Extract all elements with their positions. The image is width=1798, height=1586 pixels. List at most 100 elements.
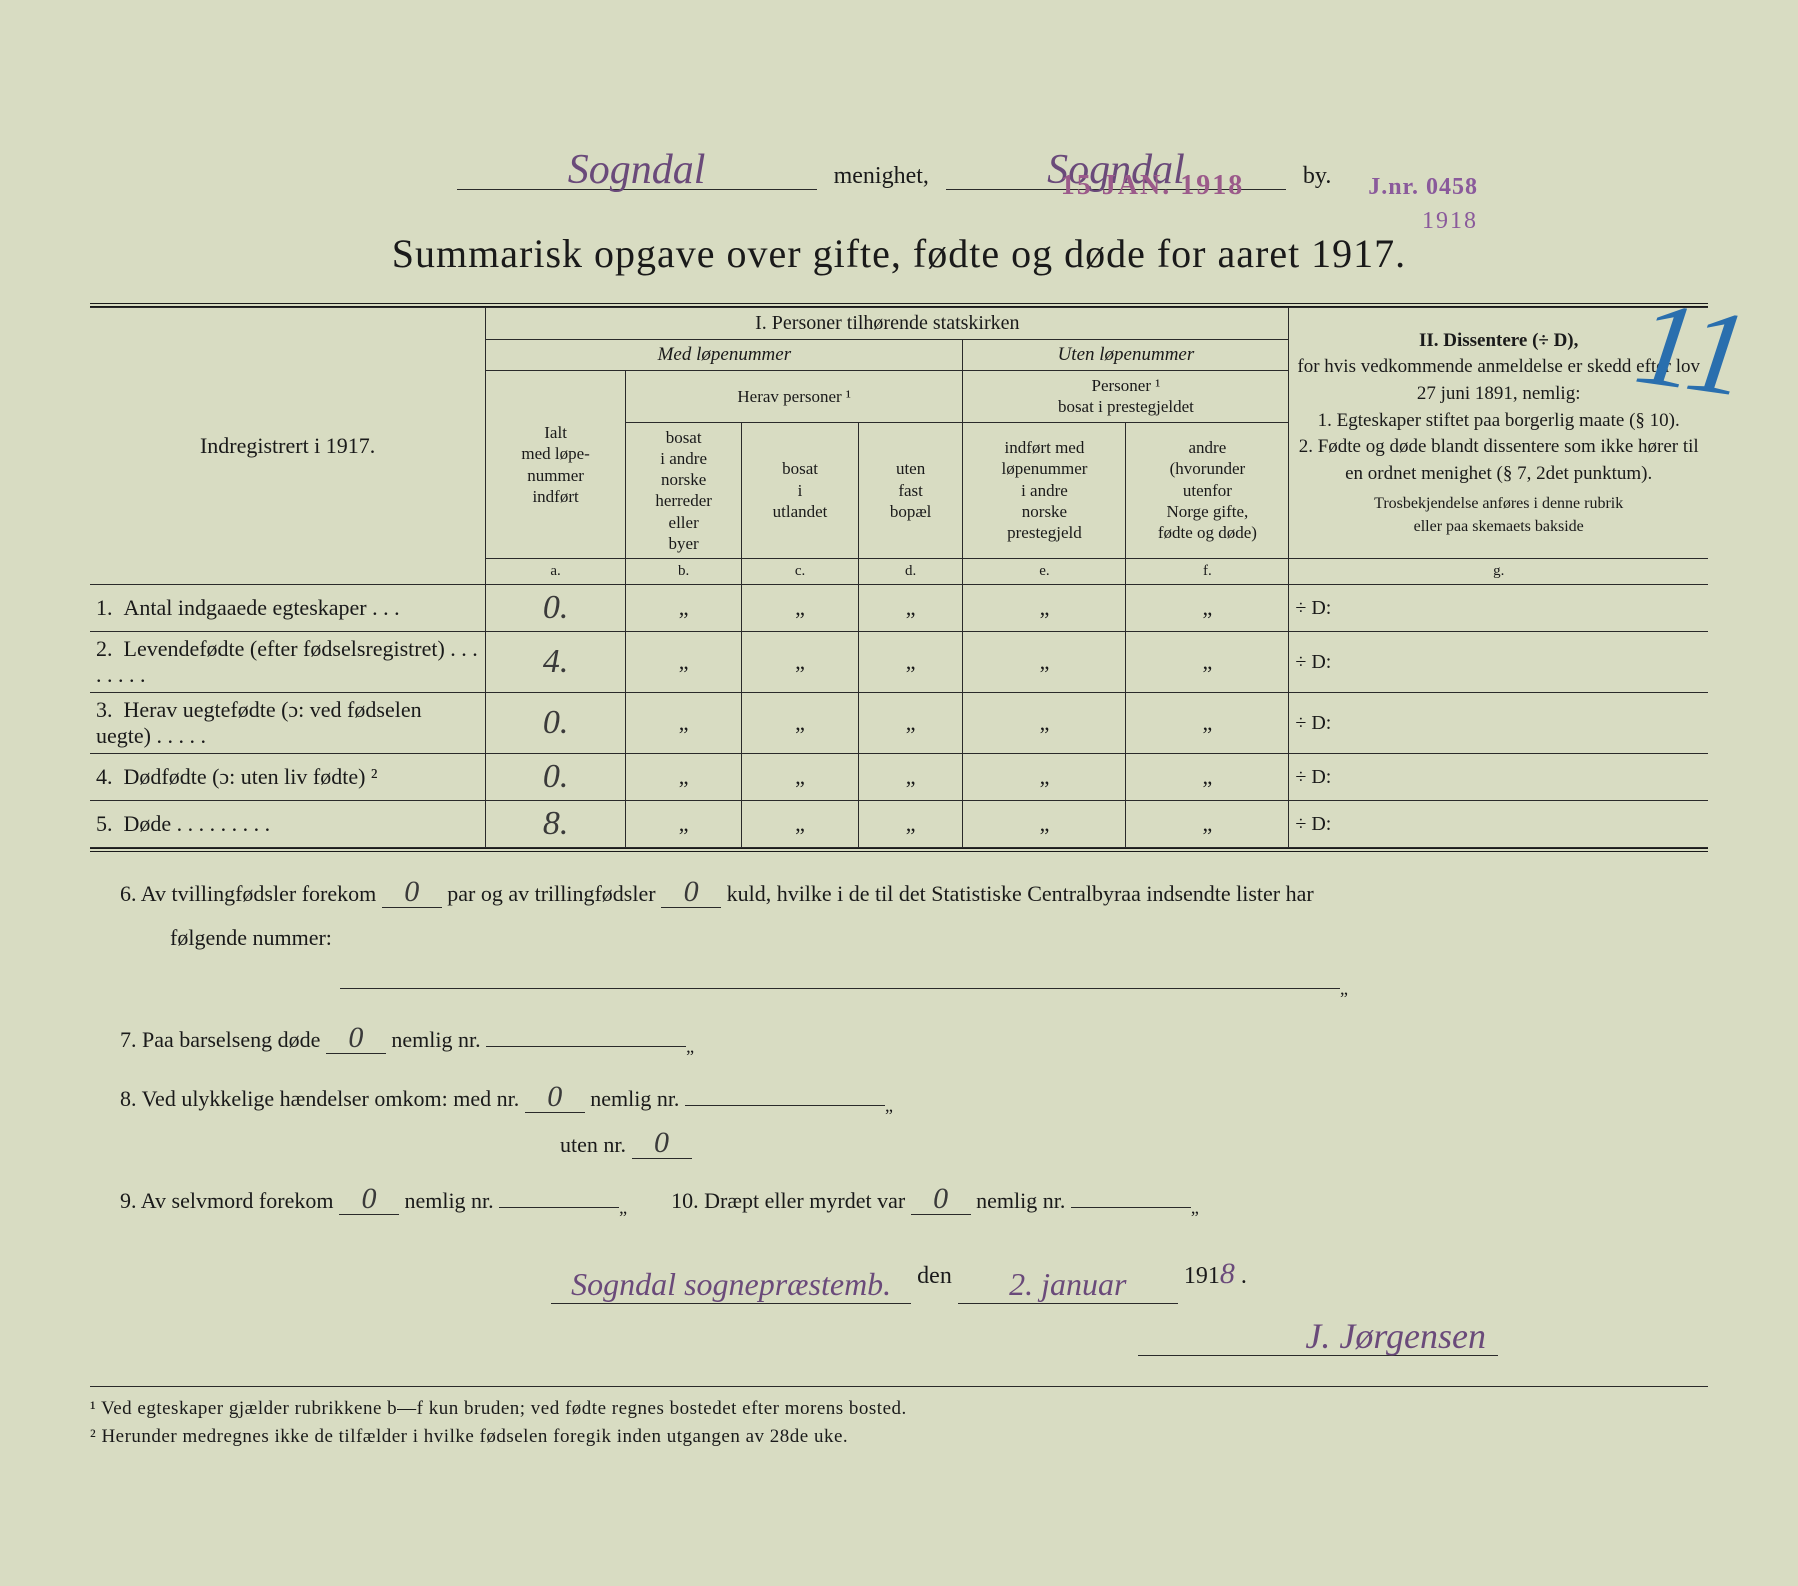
q10-field: 0 xyxy=(911,1184,971,1215)
row5-a: 8. xyxy=(486,801,626,848)
herav-head: Herav personer ¹ xyxy=(625,371,963,423)
row3-b: „ xyxy=(625,693,741,754)
row2-a: 4. xyxy=(486,632,626,693)
stamp-date: 15 JAN. 1918 xyxy=(1061,170,1244,201)
uten-label: Uten løpenummer xyxy=(1058,344,1195,365)
row1-a: 0. xyxy=(486,585,626,632)
uten-lopenummer: Uten løpenummer xyxy=(963,340,1289,371)
row2-d: „ xyxy=(858,632,963,693)
q6-d: følgende nummer: xyxy=(120,916,1678,960)
letter-d: d. xyxy=(858,559,963,585)
signature-name: J. Jørgensen xyxy=(1305,1316,1486,1356)
q10-a: 10. Dræpt eller myrdet var xyxy=(671,1188,905,1213)
menighet-label: menighet, xyxy=(824,163,939,189)
row1-label: 1. Antal indgaaede egteskaper . . . xyxy=(90,585,486,632)
questions-below: 6. Av tvillingfødsler forekom 0 par og a… xyxy=(90,872,1708,1356)
q6-blank-line: „ xyxy=(120,960,1678,1006)
row3-diss: ÷ D: xyxy=(1289,693,1708,754)
data-row-3: 3. Herav uegtefødte (ɔ: ved fødselen ueg… xyxy=(90,693,1708,754)
row1-b: „ xyxy=(625,585,741,632)
q9-field: 0 xyxy=(339,1184,399,1215)
q9-ditto: „ xyxy=(619,1198,627,1218)
row4-f: „ xyxy=(1126,754,1289,801)
q7-a: 7. Paa barselseng døde xyxy=(120,1027,320,1052)
row2-text: Levendefødte (efter fødselsregistret) . … xyxy=(96,636,478,687)
row1-e: „ xyxy=(963,585,1126,632)
pers-bosat-head: Personer ¹ bosat i prestegjeldet xyxy=(963,371,1289,423)
q8-uten-field: 0 xyxy=(632,1128,692,1159)
row3-a: 0. xyxy=(486,693,626,754)
section-ii-foot: Trosbekjendelse anføres i denne rubrik e… xyxy=(1295,493,1702,538)
row3-c: „ xyxy=(742,693,858,754)
signature-line: Sogndal sognepræstemb. den 2. januar 191… xyxy=(120,1244,1678,1304)
q7-ditto: „ xyxy=(686,1037,694,1057)
row1-d: „ xyxy=(858,585,963,632)
q7-nr-field xyxy=(486,1025,686,1047)
col-e-head: indført med løpenummer i andre norske pr… xyxy=(963,422,1126,559)
row5-f: „ xyxy=(1126,801,1289,848)
row1-c: „ xyxy=(742,585,858,632)
data-row-5: 5. Døde . . . . . . . . . 8. „ „ „ „ „ ÷… xyxy=(90,801,1708,848)
row2-f: „ xyxy=(1126,632,1289,693)
q8-c: uten nr. xyxy=(560,1132,626,1157)
row2-c: „ xyxy=(742,632,858,693)
row4-num: 4. xyxy=(96,764,113,789)
q8-med-field: 0 xyxy=(525,1082,585,1113)
q6-ditto: „ xyxy=(1340,978,1348,998)
row5-label: 5. Døde . . . . . . . . . xyxy=(90,801,486,848)
letter-g: g. xyxy=(1289,559,1708,585)
letter-e: e. xyxy=(963,559,1126,585)
row1-diss: ÷ D: xyxy=(1289,585,1708,632)
sig-date: 2. januar xyxy=(1009,1266,1126,1302)
q10-nr-field xyxy=(1071,1186,1191,1208)
row2-b: „ xyxy=(625,632,741,693)
section-i-header: I. Personer tilhørende statskirken xyxy=(486,308,1289,340)
data-row-1: 1. Antal indgaaede egteskaper . . . 0. „… xyxy=(90,585,1708,632)
footnote-1: ¹ Ved egteskaper gjælder rubrikkene b—f … xyxy=(90,1395,1708,1424)
q8-row2: uten nr. 0 xyxy=(120,1123,1678,1167)
footnote-2: ² Herunder medregnes ikke de tilfælder i… xyxy=(90,1423,1708,1452)
row5-c: „ xyxy=(742,801,858,848)
main-table-wrap: Indregistrert i 1917. I. Personer tilhør… xyxy=(90,303,1708,852)
row4-d: „ xyxy=(858,754,963,801)
document-page: 15 JAN. 1918 J.nr. 0458 1918 11 Sogndal … xyxy=(90,150,1708,1586)
q6-row: 6. Av tvillingfødsler forekom 0 par og a… xyxy=(120,872,1678,1006)
row4-label: 4. Dødfødte (ɔ: uten liv fødte) ² xyxy=(90,754,486,801)
row1-f: „ xyxy=(1126,585,1289,632)
page-title: Summarisk opgave over gifte, fødte og dø… xyxy=(90,230,1708,277)
footnotes: ¹ Ved egteskaper gjælder rubrikkene b—f … xyxy=(90,1386,1708,1452)
sig-place-field: Sogndal sognepræstemb. xyxy=(551,1264,911,1304)
row4-diss: ÷ D: xyxy=(1289,754,1708,801)
q8-row: 8. Ved ulykkelige hændelser omkom: med n… xyxy=(120,1077,1678,1167)
q6-c: kuld, hvilke i de til det Statistiske Ce… xyxy=(727,881,1314,906)
row4-e: „ xyxy=(963,754,1126,801)
q8-a: 8. Ved ulykkelige hændelser omkom: med n… xyxy=(120,1086,519,1111)
col-c-head: bosat i utlandet xyxy=(742,422,858,559)
data-row-2: 2. Levendefødte (efter fødselsregistret)… xyxy=(90,632,1708,693)
q8-nr-field xyxy=(685,1084,885,1106)
menighet-field: Sogndal xyxy=(457,150,817,190)
q9-nr-field xyxy=(499,1186,619,1208)
q6-b: par og av trillingfødsler xyxy=(447,881,655,906)
stamp-journal-no: J.nr. 0458 xyxy=(1368,174,1478,201)
q6-par-field: 0 xyxy=(382,877,442,908)
sig-date-field: 2. januar xyxy=(958,1264,1178,1304)
row3-e: „ xyxy=(963,693,1126,754)
sig-place: Sogndal sognepræstemb. xyxy=(571,1266,891,1302)
data-row-4: 4. Dødfødte (ɔ: uten liv fødte) ² 0. „ „… xyxy=(90,754,1708,801)
row3-d: „ xyxy=(858,693,963,754)
letter-c: c. xyxy=(742,559,858,585)
q7-b: nemlig nr. xyxy=(391,1027,480,1052)
col-a-head: Ialt med løpe- nummer indført xyxy=(486,371,626,559)
row5-diss: ÷ D: xyxy=(1289,801,1708,848)
main-table: Indregistrert i 1917. I. Personer tilhør… xyxy=(90,307,1708,848)
row1-num: 1. xyxy=(96,595,113,620)
med-label: Med løpenummer xyxy=(658,344,792,365)
row2-label: 2. Levendefødte (efter fødselsregistret)… xyxy=(90,632,486,693)
sig-year-prefix: 191 xyxy=(1184,1263,1220,1289)
row4-text: Dødfødte (ɔ: uten liv fødte) ² xyxy=(124,764,378,789)
row2-e: „ xyxy=(963,632,1126,693)
q6-a: 6. Av tvillingfødsler forekom xyxy=(120,881,376,906)
q9-b: nemlig nr. xyxy=(404,1188,493,1213)
left-heading: Indregistrert i 1917. xyxy=(90,308,486,585)
